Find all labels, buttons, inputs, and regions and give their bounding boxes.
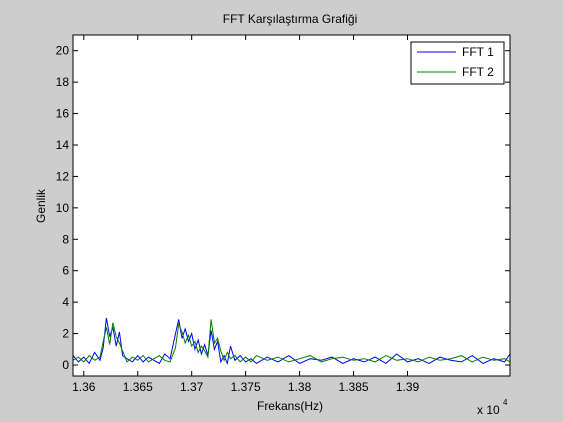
- series-layer: [72, 317, 511, 366]
- legend-box: [410, 41, 505, 85]
- y-tick-label: 6: [62, 264, 69, 278]
- x-tick-label: 1.36: [72, 380, 96, 394]
- y-tick-label: 4: [62, 295, 69, 309]
- legend-label-fft1: FFT 1: [462, 45, 494, 59]
- y-tick-label: 16: [56, 107, 70, 121]
- legend: FFT 1 FFT 2: [410, 41, 505, 85]
- x-tick-label: 1.39: [396, 380, 420, 394]
- x-tick-label: 1.365: [123, 380, 153, 394]
- x-multiplier-label: x 10: [477, 403, 500, 417]
- x-tick-label: 1.38: [288, 380, 312, 394]
- x-tick-label: 1.385: [339, 380, 369, 394]
- plot-frame: [72, 34, 511, 377]
- axis-ticks: 0 2 4 6 8 10 12 14 16 18 20 1.36 1.365 1.37 1.375 1.38 1…: [56, 35, 510, 394]
- y-tick-label: 10: [56, 201, 70, 215]
- legend-label-fft2: FFT 2: [462, 65, 494, 79]
- x-axis-label: Frekans(Hz): [257, 399, 323, 413]
- y-tick-label: 12: [56, 169, 70, 183]
- x-multiplier-exponent: 4: [503, 398, 508, 407]
- y-tick-label: 20: [56, 44, 70, 58]
- x-tick-label: 1.375: [231, 380, 261, 394]
- series-line-fft1: [72, 317, 511, 366]
- chart-title: FFT Karşılaştırma Grafiği: [223, 12, 357, 26]
- plot-area: [73, 35, 510, 376]
- series-line-fft2: [72, 319, 511, 363]
- y-tick-label: 8: [62, 232, 69, 246]
- y-axis-label: Genlik: [34, 188, 48, 223]
- y-tick-label: 2: [62, 327, 69, 341]
- y-tick-label: 0: [62, 358, 69, 372]
- x-tick-label: 1.37: [180, 380, 204, 394]
- y-tick-label: 18: [56, 75, 70, 89]
- y-tick-label: 14: [56, 138, 70, 152]
